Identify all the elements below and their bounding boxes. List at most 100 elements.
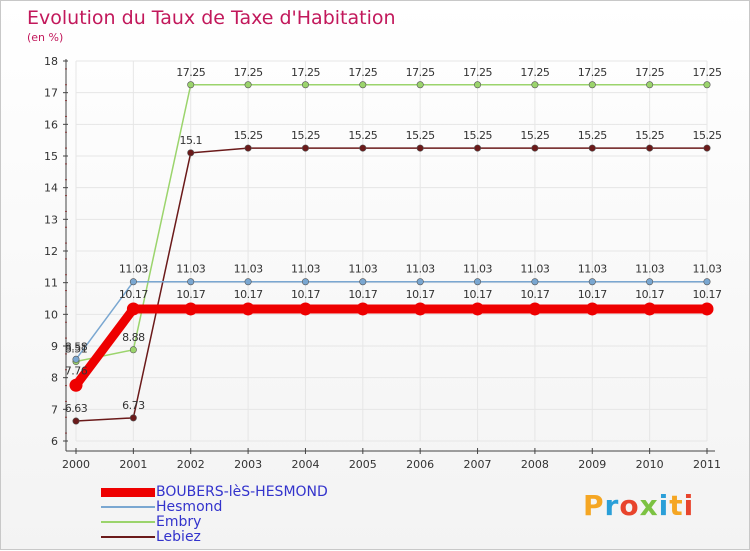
- data-point: [298, 302, 312, 316]
- data-label: 17.25: [176, 66, 205, 79]
- data-point: [588, 81, 596, 89]
- data-label: 11.03: [176, 263, 205, 276]
- data-label: 10.17: [520, 288, 549, 301]
- data-point: [72, 417, 80, 425]
- data-point: [528, 302, 542, 316]
- data-label: 6.63: [65, 402, 88, 415]
- x-tick-label: 2003: [234, 458, 262, 471]
- y-tick-label: 17: [44, 87, 58, 100]
- x-tick-label: 2001: [119, 458, 147, 471]
- x-tick-label: 2002: [177, 458, 205, 471]
- data-point: [531, 144, 539, 152]
- data-point: [129, 414, 137, 422]
- data-label: 17.25: [234, 66, 263, 79]
- data-label: 10.17: [578, 288, 607, 301]
- data-point: [244, 81, 252, 89]
- data-label: 15.25: [463, 129, 492, 142]
- data-label: 10.17: [348, 288, 377, 301]
- chart-subtitle: (en %): [27, 31, 64, 44]
- logo-letter: t: [669, 489, 684, 522]
- data-point: [531, 278, 539, 286]
- data-point: [703, 278, 711, 286]
- data-point: [72, 355, 80, 363]
- data-point: [69, 378, 83, 392]
- data-label: 15.25: [291, 129, 320, 142]
- data-point: [474, 144, 482, 152]
- data-point: [646, 144, 654, 152]
- y-tick-label: 13: [44, 213, 58, 226]
- data-label: 15.25: [406, 129, 435, 142]
- logo-letter: x: [639, 489, 659, 522]
- data-point: [184, 302, 198, 316]
- data-point: [703, 81, 711, 89]
- data-point: [244, 144, 252, 152]
- data-label: 17.25: [291, 66, 320, 79]
- y-tick-label: 14: [44, 182, 58, 195]
- data-label: 10.17: [234, 288, 263, 301]
- y-tick-label: 9: [51, 340, 58, 353]
- data-point: [471, 302, 485, 316]
- data-point: [187, 149, 195, 157]
- legend-label: Embry: [156, 514, 202, 530]
- data-label: 10.17: [463, 288, 492, 301]
- series-line-2: [75, 84, 707, 363]
- data-label: 10.17: [176, 288, 205, 301]
- x-tick-label: 2007: [464, 458, 492, 471]
- x-tick-label: 2010: [636, 458, 664, 471]
- x-tick-label: 2011: [693, 458, 721, 471]
- data-label: 17.25: [635, 66, 664, 79]
- chart-title: Evolution du Taux de Taxe d'Habitation: [27, 7, 396, 29]
- data-label: 15.25: [234, 129, 263, 142]
- data-label: 6.73: [122, 399, 145, 412]
- data-label: 11.03: [348, 263, 377, 276]
- data-label: 11.03: [693, 263, 722, 276]
- data-point: [588, 144, 596, 152]
- y-tick-label: 8: [51, 372, 58, 385]
- data-label: 11.03: [578, 263, 607, 276]
- data-point: [646, 278, 654, 286]
- data-point: [359, 278, 367, 286]
- data-point: [643, 302, 657, 316]
- data-point: [646, 81, 654, 89]
- x-tick-label: 2005: [349, 458, 377, 471]
- data-label: 17.25: [520, 66, 549, 79]
- x-tick-label: 2000: [62, 458, 90, 471]
- y-tick-label: 18: [44, 55, 58, 68]
- logo-letter: P: [583, 489, 605, 522]
- legend-swatch: [101, 536, 155, 538]
- data-label: 17.25: [578, 66, 607, 79]
- data-label: 11.03: [520, 263, 549, 276]
- data-label: 15.1: [179, 134, 202, 147]
- data-point: [531, 81, 539, 89]
- data-point: [416, 144, 424, 152]
- logo-letter: r: [604, 489, 620, 522]
- y-tick-label: 12: [44, 245, 58, 258]
- y-tick-label: 15: [44, 150, 58, 163]
- data-label: 11.03: [234, 263, 263, 276]
- logo-letter: i: [658, 489, 670, 522]
- data-point: [187, 278, 195, 286]
- y-tick-label: 6: [51, 435, 58, 448]
- data-point: [241, 302, 255, 316]
- data-point: [703, 144, 711, 152]
- x-tick-label: 2009: [578, 458, 606, 471]
- legend-label: Lebiez: [156, 529, 201, 545]
- logo-letter: o: [619, 489, 640, 522]
- data-label: 17.25: [463, 66, 492, 79]
- data-point: [301, 81, 309, 89]
- data-label: 15.25: [348, 129, 377, 142]
- data-point: [474, 278, 482, 286]
- series-line-1: [75, 280, 707, 360]
- data-label: 17.25: [348, 66, 377, 79]
- data-point: [187, 81, 195, 89]
- data-point: [129, 278, 137, 286]
- legend-swatch: [101, 487, 155, 497]
- data-label: 11.03: [119, 263, 148, 276]
- y-tick-label: 16: [44, 118, 58, 131]
- data-label: 8.88: [122, 331, 145, 344]
- data-label: 11.03: [406, 263, 435, 276]
- proxiti-logo: Proxiti: [583, 489, 694, 522]
- data-label: 15.25: [578, 129, 607, 142]
